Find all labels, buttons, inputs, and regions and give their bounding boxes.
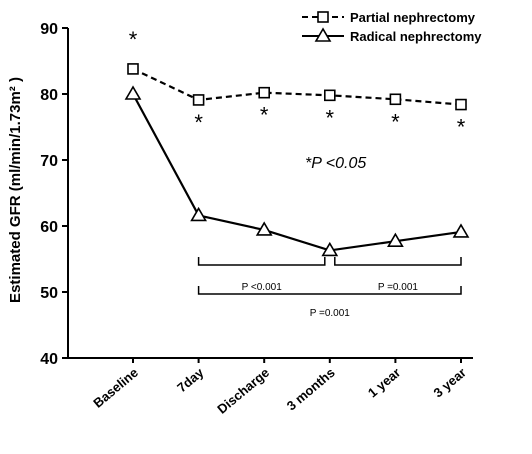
data-point <box>255 221 273 236</box>
data-point <box>190 206 207 222</box>
comparison-label: P =0.001 <box>378 282 419 293</box>
y-tick-label: 40 <box>40 351 58 368</box>
y-tick-label: 80 <box>40 87 58 104</box>
y-tick-label: 50 <box>40 285 58 302</box>
comparison-bracket <box>334 257 462 266</box>
data-point <box>321 241 339 257</box>
data-point <box>452 223 470 238</box>
y-tick-label: 60 <box>40 219 58 236</box>
data-point <box>323 89 336 102</box>
significance-mark: * <box>457 115 466 140</box>
comparison-label: P =0.001 <box>310 308 351 319</box>
legend-label: Radical nephrectomy <box>350 29 482 44</box>
significance-mark: * <box>326 105 335 130</box>
comparison-label: P <0.001 <box>242 282 283 293</box>
x-tick-label: 3 months <box>284 365 338 414</box>
significance-note: *P <0.05 <box>305 155 366 172</box>
series-line <box>132 67 462 106</box>
x-tick-label: 7day <box>174 364 207 395</box>
x-tick-label: 1 year <box>365 365 403 401</box>
significance-mark: * <box>194 110 203 135</box>
data-point <box>258 86 271 99</box>
data-point <box>124 85 142 100</box>
comparison-bracket <box>197 286 462 295</box>
legend-label: Partial nephrectomy <box>350 10 476 25</box>
x-tick-label: Discharge <box>214 365 272 417</box>
data-point <box>389 93 402 106</box>
significance-mark: * <box>129 27 138 52</box>
legend-marker <box>317 11 329 23</box>
significance-mark: * <box>391 109 400 134</box>
data-point <box>192 94 205 106</box>
data-point <box>127 63 139 75</box>
y-tick-label: 70 <box>40 153 58 170</box>
significance-mark: * <box>260 103 269 128</box>
series-line <box>132 93 462 252</box>
data-point <box>455 98 467 111</box>
x-tick-label: 3 year <box>430 365 468 401</box>
legend-marker <box>314 27 332 42</box>
comparison-bracket <box>197 257 326 266</box>
y-tick-label: 90 <box>40 21 58 38</box>
y-axis-label: Estimated GFR (ml/min/1.73m² ) <box>7 77 24 303</box>
data-point <box>387 232 404 247</box>
x-tick-label: Baseline <box>90 365 141 411</box>
